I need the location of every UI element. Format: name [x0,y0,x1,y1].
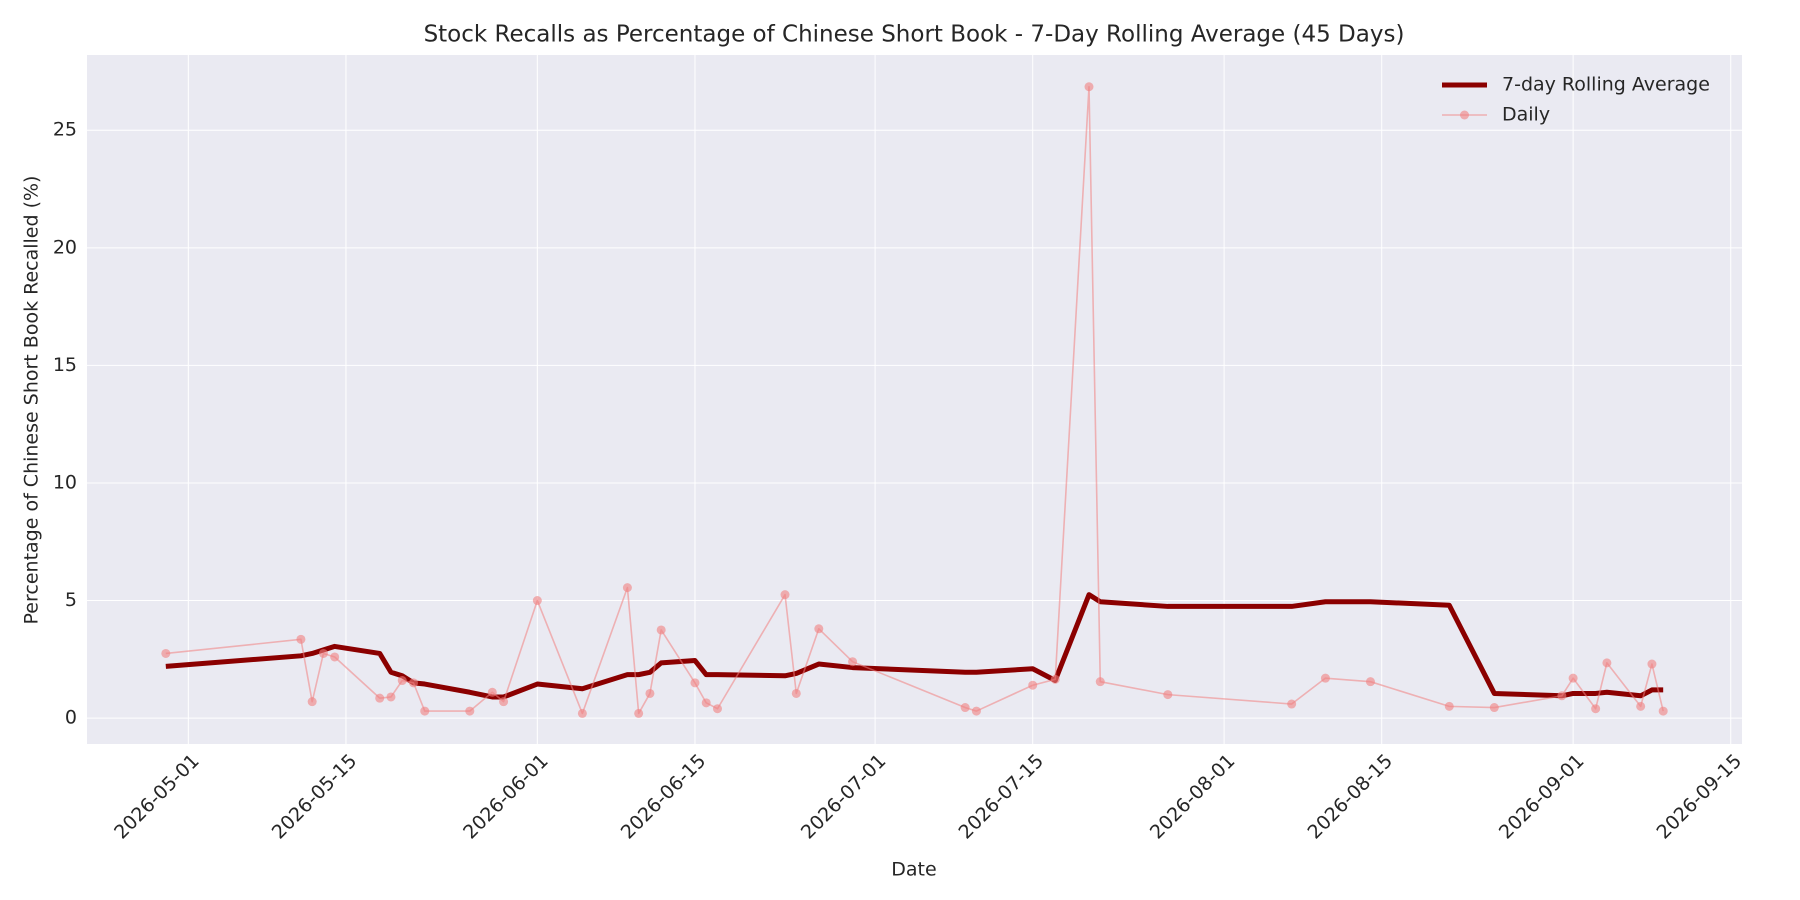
y-tick-label: 0 [65,707,77,729]
data-point [408,678,418,688]
data-point [1084,82,1094,92]
data-point [465,706,475,716]
data-point [386,692,396,702]
data-point [1095,677,1105,687]
y-tick-label: 15 [53,354,77,376]
data-point [532,596,542,606]
data-point [690,678,700,688]
data-point [645,688,655,698]
legend-marker [1460,110,1469,120]
x-axis-label: Date [891,859,936,881]
data-point [577,708,587,718]
data-point [1365,677,1375,687]
marks [161,82,1668,718]
data-point [712,704,722,714]
data-point [701,698,711,708]
data-point [1568,673,1578,683]
legend-label: Daily [1502,104,1550,126]
plot-area [87,55,1742,744]
legend-label: 7-day Rolling Average [1502,74,1710,96]
data-point [1636,701,1646,711]
data-point [1591,704,1601,714]
x-tick-label: 2026-07-01 [797,750,891,844]
x-tick-label: 2026-08-01 [1146,750,1240,844]
data-point [780,590,790,600]
y-tick-label: 10 [53,471,77,493]
data-point [1320,673,1330,683]
data-point [814,624,824,634]
data-point [420,706,430,716]
data-point [397,676,407,686]
data-point [1444,701,1454,711]
data-point [1647,659,1657,669]
data-point [1050,674,1060,684]
data-point [318,648,328,658]
data-point [848,657,858,667]
data-point [499,697,509,707]
x-tick-label: 2026-07-15 [955,750,1049,844]
data-point [1028,680,1038,690]
data-point [307,697,317,707]
legend: 7-day Rolling Average Daily [1442,74,1710,126]
data-point [1602,658,1612,668]
y-axis-label: Percentage of Chinese Short Book Recalle… [21,176,43,625]
x-tick-label: 2026-06-15 [617,750,711,844]
x-tick-label: 2026-09-01 [1495,750,1589,844]
data-point [296,634,306,644]
y-tick-label: 5 [65,589,77,611]
y-tick-label: 25 [53,119,77,141]
x-tick-label: 2026-08-15 [1304,750,1398,844]
x-tick-label: 2026-06-01 [459,750,553,844]
data-point [330,652,340,662]
data-point [1489,703,1499,713]
data-point [971,706,981,716]
data-point [634,708,644,718]
data-point [1287,699,1297,709]
x-tick-label: 2026-05-15 [268,750,362,844]
chart-title: Stock Recalls as Percentage of Chinese S… [424,22,1405,48]
data-point [1658,706,1668,716]
data-point [161,648,171,658]
x-tick-label: 2026-09-15 [1653,750,1747,844]
data-point [1557,691,1567,701]
data-point [1163,690,1173,700]
data-point [791,688,801,698]
y-tick-label: 20 [53,236,77,258]
data-point [487,687,497,697]
data-point [656,625,666,635]
data-point [622,583,632,593]
data-point [375,693,385,703]
data-point [960,703,970,713]
x-tick-label: 2026-05-01 [110,750,204,844]
